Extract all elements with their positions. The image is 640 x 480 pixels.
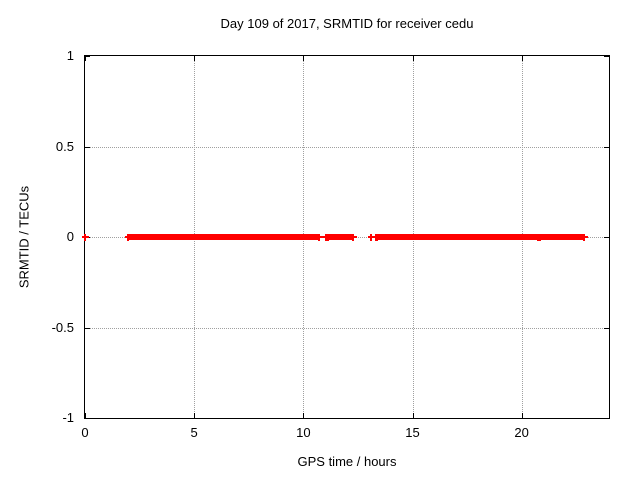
y-tick-label: 0.5 [55,138,74,154]
data-segment [540,234,585,240]
x-tick-bottom [303,413,304,418]
y-tick-left [85,237,90,238]
plot-area [81,55,610,419]
x-tick-top [303,56,304,61]
x-tick-bottom [522,413,523,418]
y-tick-right [604,328,609,329]
marker-vertical-arm [127,233,130,241]
y-tick-right [604,418,609,419]
y-tick-right [604,147,609,148]
y-tick-label: 0 [66,229,74,244]
y-tick-label: -0.5 [51,319,74,335]
x-tick-bottom [85,413,86,418]
data-point-marker [322,233,330,241]
marker-vertical-arm [374,233,377,241]
y-tick-label: 1 [66,48,74,63]
x-tick-bottom [194,413,195,418]
y-tick-right [604,237,609,238]
y-tick-left [85,56,90,57]
data-point-marker [81,233,89,241]
x-tick-bottom [413,413,414,418]
x-tick-top [413,56,414,61]
x-tick-top [194,56,195,61]
data-point-marker [537,233,545,241]
marker-vertical-arm [539,233,542,241]
y-tick-left [85,418,90,419]
x-tick-label: 20 [514,425,529,440]
x-tick-top [85,56,86,61]
y-tick-left [85,147,90,148]
chart-title: Day 109 of 2017, SRMTID for receiver ced… [220,16,474,31]
data-segment [128,234,320,240]
marker-vertical-arm [583,233,586,241]
y-gridline [85,146,609,148]
marker-vertical-arm [352,233,355,241]
x-tick-label: 15 [405,425,420,440]
data-point-marker [316,233,324,241]
marker-vertical-arm [324,233,327,241]
y-tick-label: -1 [62,410,74,425]
x-tick-label: 0 [81,425,89,440]
x-axis-title: GPS time / hours [297,454,397,469]
data-point-marker [350,233,358,241]
y-tick-right [604,56,609,57]
y-tick-left [85,328,90,329]
data-point-marker [367,233,375,241]
y-gridline [85,327,609,329]
x-tick-label: 10 [296,425,311,440]
x-tick-top [522,56,523,61]
data-point-marker [125,233,133,241]
marker-vertical-arm [83,233,86,241]
data-point-marker [372,233,380,241]
marker-vertical-arm [369,233,372,241]
data-segment [377,234,539,240]
data-point-marker [581,233,589,241]
x-tick-label: 5 [190,425,198,440]
marker-vertical-arm [318,233,321,241]
data-segment [328,234,354,240]
